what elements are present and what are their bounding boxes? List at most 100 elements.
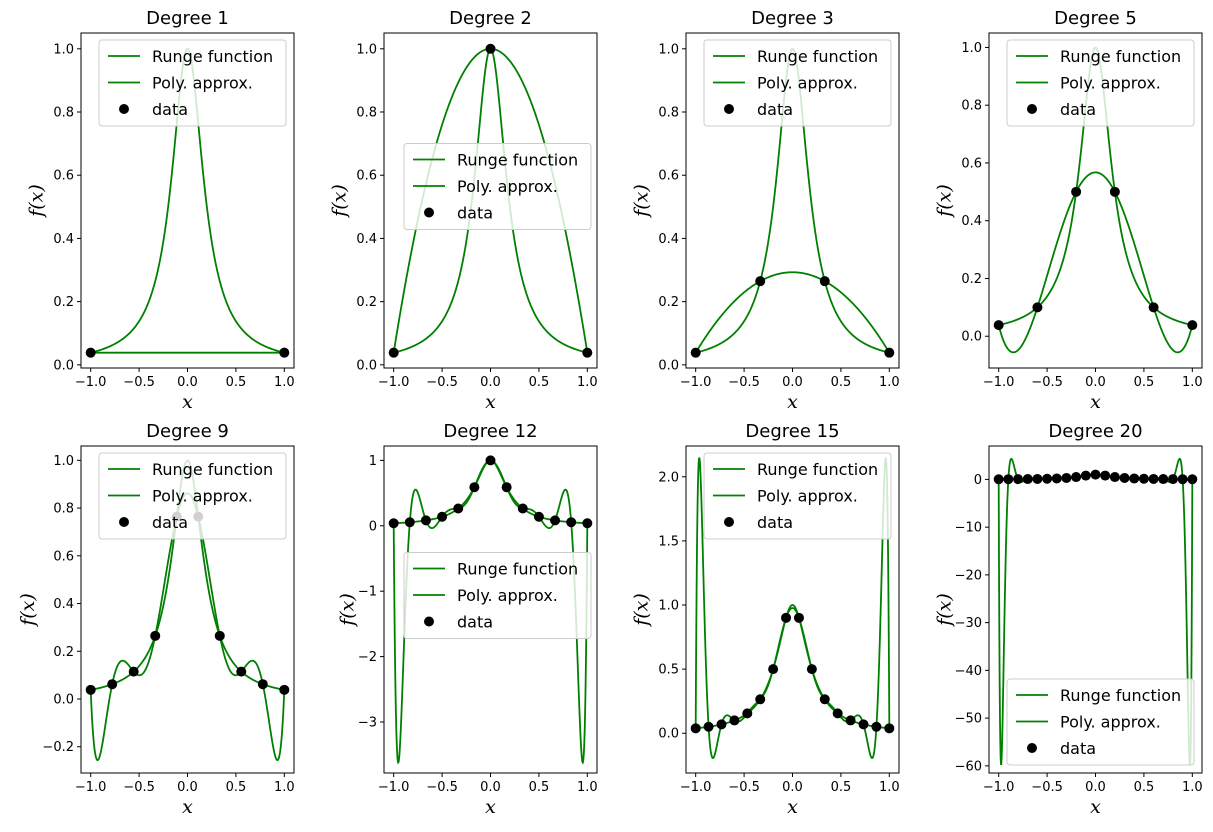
x-tick-label: 0.0 bbox=[782, 780, 803, 795]
legend-entry-label: data bbox=[457, 613, 493, 632]
data-point bbox=[279, 347, 290, 358]
y-tick-label: 1.0 bbox=[356, 42, 377, 57]
data-point bbox=[1071, 472, 1082, 483]
poly-approx-line bbox=[694, 271, 891, 354]
y-axis-label: f(x) bbox=[630, 593, 652, 628]
x-tick-label: 0.5 bbox=[1134, 780, 1155, 795]
y-tick-label: 0.0 bbox=[53, 358, 74, 373]
data-point bbox=[819, 694, 830, 705]
subplot-degree-5: −1.0 −0.5 0.0 0.5 1.0 0.0 0.2 0.4 0.6 0.8 1.0 Degre… bbox=[933, 8, 1202, 413]
data-point bbox=[1090, 469, 1101, 480]
data-point bbox=[993, 320, 1004, 331]
data-point bbox=[690, 347, 701, 358]
subplot-title: Degree 9 bbox=[146, 421, 229, 442]
x-tick-label: 1.0 bbox=[1182, 375, 1203, 390]
data-point bbox=[1061, 472, 1072, 483]
y-tick-label: −60 bbox=[955, 759, 982, 774]
data-point bbox=[1051, 473, 1062, 484]
x-tick-label: 0.0 bbox=[480, 780, 501, 795]
legend-box bbox=[1006, 39, 1195, 127]
data-point bbox=[1022, 474, 1033, 485]
y-axis-label: f(x) bbox=[630, 184, 652, 219]
legend-entry-label: Poly. approx. bbox=[757, 74, 858, 93]
legend: Runge function Poly. approx. data bbox=[403, 143, 592, 230]
x-tick-label: −1.0 bbox=[983, 375, 1015, 390]
data-point bbox=[845, 715, 856, 726]
data-point bbox=[1187, 320, 1198, 331]
legend-entry-label: Runge function bbox=[152, 460, 273, 479]
x-tick-label: 1.0 bbox=[879, 780, 900, 795]
legend-entry-label: data bbox=[152, 513, 188, 532]
subplot-title: Degree 5 bbox=[1054, 8, 1137, 29]
data-point bbox=[1071, 186, 1082, 197]
data-point bbox=[257, 679, 268, 690]
x-tick-label: 0.0 bbox=[1085, 375, 1106, 390]
legend-entry-label: Poly. approx. bbox=[1060, 74, 1161, 93]
x-axis-label: x bbox=[1090, 391, 1101, 413]
data-point bbox=[566, 517, 577, 528]
legend: Runge function Poly. approx. data bbox=[98, 39, 287, 127]
x-axis-label: x bbox=[787, 391, 798, 413]
data-point bbox=[858, 719, 869, 730]
data-point bbox=[755, 276, 766, 287]
data-point bbox=[236, 666, 247, 677]
x-tick-label: 1.0 bbox=[879, 375, 900, 390]
legend-box bbox=[403, 143, 592, 230]
y-tick-label: 0.6 bbox=[356, 169, 377, 184]
y-tick-label: 1.0 bbox=[53, 454, 74, 469]
data-point bbox=[1138, 473, 1149, 484]
y-tick-label: 0.8 bbox=[356, 106, 377, 121]
data-point bbox=[781, 612, 792, 623]
data-point bbox=[214, 630, 225, 641]
legend-entry-label: Runge function bbox=[457, 560, 578, 579]
data-point bbox=[884, 723, 895, 734]
y-tick-label: 1.0 bbox=[658, 42, 679, 57]
legend-entry-label: data bbox=[1060, 739, 1096, 758]
y-tick-label: 0.0 bbox=[961, 330, 982, 345]
subplot-title: Degree 2 bbox=[449, 8, 532, 29]
legend: Runge function Poly. approx. data bbox=[1006, 39, 1195, 127]
x-tick-label: −0.5 bbox=[123, 375, 155, 390]
x-tick-label: 0.5 bbox=[1134, 375, 1155, 390]
x-tick-label: −0.5 bbox=[426, 375, 458, 390]
legend-entry-label: data bbox=[757, 100, 793, 119]
y-tick-label: −10 bbox=[955, 521, 982, 536]
x-tick-label: −1.0 bbox=[378, 780, 410, 795]
legend-entry-label: Runge function bbox=[757, 47, 878, 66]
subplot-degree-12: −1.0 −0.5 0.0 0.5 1.0 −3 −2 −1 0 1 Degree 12 x f(x) R… bbox=[337, 421, 598, 818]
data-point bbox=[1119, 472, 1130, 483]
x-tick-label: 0.0 bbox=[782, 375, 803, 390]
y-tick-label: 0.8 bbox=[53, 106, 74, 121]
x-tick-label: 1.0 bbox=[577, 780, 598, 795]
legend-box bbox=[703, 452, 892, 540]
y-tick-label: 0.0 bbox=[356, 358, 377, 373]
y-tick-label: 0 bbox=[369, 519, 377, 534]
data-point bbox=[742, 708, 753, 719]
y-tick-label: 1.0 bbox=[961, 41, 982, 56]
data-point bbox=[388, 347, 399, 358]
legend-marker-swatch bbox=[724, 104, 734, 114]
legend-entry-label: Poly. approx. bbox=[457, 586, 558, 605]
legend-marker-swatch bbox=[724, 517, 734, 527]
data-point bbox=[1158, 474, 1169, 485]
x-axis-label: x bbox=[485, 796, 496, 818]
data-point bbox=[1032, 473, 1043, 484]
legend-box bbox=[1006, 678, 1195, 766]
x-tick-label: 1.0 bbox=[577, 375, 598, 390]
data-point bbox=[1109, 186, 1120, 197]
x-axis-label: x bbox=[485, 391, 496, 413]
data-point bbox=[279, 684, 290, 695]
x-tick-label: 1.0 bbox=[1182, 780, 1203, 795]
data-point bbox=[582, 518, 593, 529]
y-tick-label: 0.4 bbox=[356, 232, 377, 247]
legend: Runge function Poly. approx. data bbox=[98, 452, 287, 540]
y-tick-label: 1 bbox=[369, 454, 377, 469]
y-tick-label: −3 bbox=[358, 715, 377, 730]
y-tick-label: 2.0 bbox=[658, 470, 679, 485]
data-point bbox=[1167, 474, 1178, 485]
data-point bbox=[1080, 470, 1091, 481]
y-tick-label: 0.2 bbox=[961, 272, 982, 287]
x-tick-label: −0.5 bbox=[123, 780, 155, 795]
legend-entry-label: Runge function bbox=[457, 151, 578, 170]
